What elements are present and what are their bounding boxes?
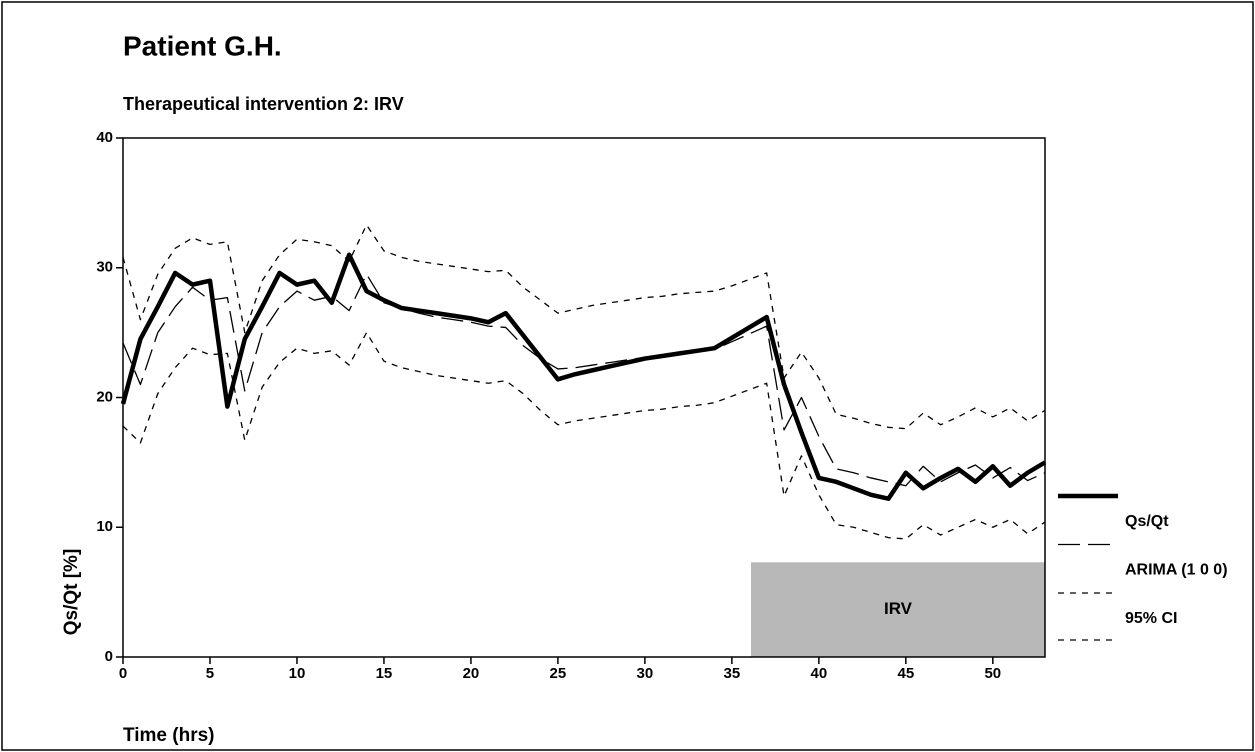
chart-subtitle: Therapeutical intervention 2: IRV (123, 94, 404, 114)
shaded-region (751, 562, 1045, 657)
x-tick-label: 50 (984, 665, 1001, 682)
x-tick-label: 45 (897, 665, 914, 682)
legend-label: 95% CI (1125, 610, 1177, 627)
y-tick-label: 20 (96, 388, 113, 405)
y-tick-label: 0 (105, 648, 113, 665)
x-tick-label: 20 (463, 665, 480, 682)
x-tick-label: 15 (376, 665, 393, 682)
x-tick-label: 10 (289, 665, 306, 682)
series-line (120, 252, 1047, 501)
legend-label: Qs/Qt (1125, 513, 1169, 530)
y-tick-label: 40 (96, 129, 113, 146)
y-axis-label: Qs/Qt [%] (61, 549, 82, 636)
x-tick-label: 25 (550, 665, 567, 682)
legend-label: ARIMA (1 0 0) (1125, 562, 1228, 579)
x-tick-label: 35 (724, 665, 741, 682)
x-axis-label: Time (hrs) (123, 725, 215, 746)
series-line (122, 331, 1046, 540)
y-tick-label: 30 (96, 259, 113, 276)
x-tick-label: 0 (119, 665, 127, 682)
shaded-label: IRV (884, 599, 913, 618)
x-tick-label: 40 (811, 665, 828, 682)
y-tick-label: 10 (96, 518, 113, 535)
chart-title: Patient G.H. (123, 30, 282, 61)
x-tick-label: 5 (206, 665, 214, 682)
x-tick-label: 30 (637, 665, 654, 682)
series-line (122, 273, 1046, 487)
series-line (122, 224, 1046, 430)
